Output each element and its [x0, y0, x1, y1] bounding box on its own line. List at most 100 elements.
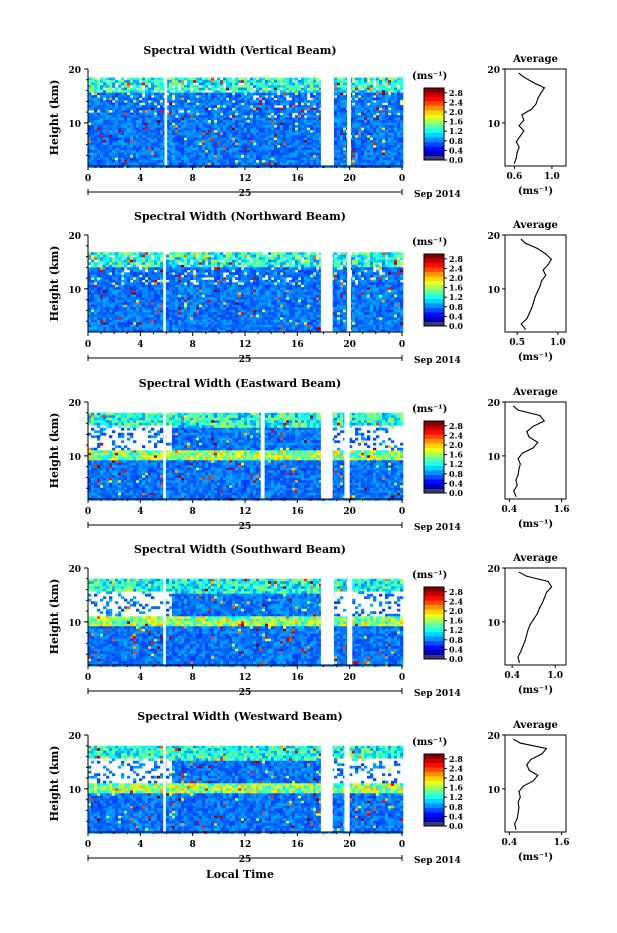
heatmap-cell [124, 140, 127, 143]
heatmap-cell [367, 158, 370, 161]
heatmap-cell [196, 275, 199, 278]
heatmap-cell [316, 155, 319, 158]
heatmap-cell [121, 125, 124, 128]
heatmap-cell [220, 133, 223, 136]
heatmap-cell [298, 138, 301, 141]
heatmap-cell [388, 123, 391, 126]
heatmap-cell [217, 93, 220, 96]
average-point [533, 82, 534, 83]
heatmap-cell [154, 108, 157, 111]
heatmap-cell [286, 108, 289, 111]
heatmap-cell [160, 297, 163, 300]
heatmap-cell [232, 118, 235, 121]
heatmap-cell [343, 115, 346, 118]
heatmap-cell [142, 285, 145, 288]
heatmap-cell [286, 153, 289, 156]
heatmap-cell [103, 123, 106, 126]
heatmap-cell [343, 145, 346, 148]
heatmap-cell [115, 255, 118, 258]
heatmap-cell [115, 160, 118, 163]
heatmap-cell [376, 143, 379, 146]
heatmap-cell [157, 90, 160, 93]
heatmap-cell [352, 95, 355, 98]
heatmap-cell [136, 163, 139, 166]
heatmap-cell [211, 100, 214, 103]
heatmap-cell [130, 88, 133, 91]
heatmap-cell [400, 98, 403, 101]
heatmap-cell [127, 145, 130, 148]
heatmap-cell [121, 98, 124, 101]
heatmap-cell [373, 108, 376, 111]
heatmap-cell [283, 90, 286, 93]
heatmap-cell [379, 90, 382, 93]
average-y-tick-label: 10 [487, 120, 500, 130]
heatmap-cell [112, 153, 115, 156]
heatmap-cell [97, 108, 100, 111]
heatmap-cell [124, 110, 127, 113]
heatmap-cell [202, 123, 205, 126]
heatmap-cell [301, 88, 304, 91]
heatmap-cell [196, 130, 199, 133]
heatmap-cell [367, 115, 370, 118]
heatmap-cell [391, 78, 394, 81]
heatmap-cell [166, 265, 169, 268]
heatmap-cell [364, 93, 367, 96]
heatmap-cell [178, 270, 181, 273]
heatmap-cell [178, 307, 181, 310]
heatmap-cell [202, 325, 205, 328]
heatmap-cell [172, 158, 175, 161]
heatmap-cell [337, 83, 340, 86]
heatmap-cell [190, 103, 193, 106]
heatmap-cell [265, 130, 268, 133]
heatmap-cell [208, 163, 211, 166]
heatmap-cell [175, 158, 178, 161]
heatmap-cell [274, 113, 277, 116]
heatmap-cell [343, 108, 346, 111]
heatmap-cell [388, 125, 391, 128]
heatmap-cell [121, 110, 124, 113]
heatmap-cell [130, 140, 133, 143]
heatmap-cell [151, 123, 154, 126]
heatmap-cell [172, 135, 175, 138]
heatmap-cell [253, 158, 256, 161]
heatmap-cell [181, 105, 184, 108]
heatmap-cell [253, 163, 256, 166]
heatmap-cell [115, 295, 118, 298]
heatmap-cell [208, 88, 211, 91]
heatmap-cell [142, 155, 145, 158]
heatmap-cell [166, 292, 169, 295]
heatmap-cell [91, 88, 94, 91]
heatmap-cell [310, 120, 313, 123]
heatmap-cell [214, 150, 217, 153]
heatmap-cell [115, 305, 118, 308]
heatmap-cell [112, 277, 115, 280]
heatmap-cell [361, 110, 364, 113]
heatmap-cell [316, 83, 319, 86]
heatmap-cell [286, 120, 289, 123]
heatmap-cell [259, 133, 262, 136]
heatmap-cell [187, 80, 190, 83]
heatmap-cell [340, 160, 343, 163]
colorbar-tick-label: 1.6 [449, 117, 463, 127]
heatmap-cell [100, 160, 103, 163]
heatmap-cell [289, 160, 292, 163]
heatmap-cell [292, 105, 295, 108]
heatmap-cell [169, 300, 172, 303]
heatmap-cell [103, 325, 106, 328]
heatmap-cell [238, 118, 241, 121]
heatmap-cell [358, 78, 361, 81]
heatmap-cell [247, 148, 250, 151]
heatmap-cell [172, 118, 175, 121]
heatmap-cell [355, 118, 358, 121]
heatmap-cell [127, 290, 130, 293]
heatmap-cell [208, 320, 211, 323]
heatmap-cell [202, 153, 205, 156]
heatmap-cell [175, 113, 178, 116]
heatmap-cell [217, 128, 220, 131]
heatmap-cell [94, 280, 97, 283]
heatmap-cell [136, 292, 139, 295]
heatmap-cell [196, 78, 199, 81]
heatmap-cell [286, 110, 289, 113]
heatmap-cell [265, 105, 268, 108]
heatmap-cell [286, 155, 289, 158]
